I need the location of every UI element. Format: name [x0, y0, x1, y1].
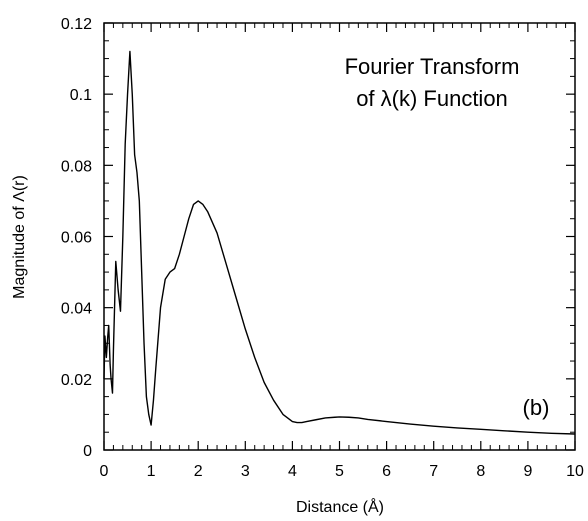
panel-label: (b): [523, 395, 550, 420]
x-tick-label: 9: [523, 463, 532, 480]
x-axis-tick-labels: 0 1 2 3 4 5 6 7 8 9 10: [100, 463, 584, 480]
y-tick-label: 0.1: [70, 87, 92, 104]
x-axis-ticks: [103, 23, 576, 450]
x-tick-label: 6: [382, 463, 391, 480]
y-tick-label: 0.04: [61, 301, 92, 318]
x-tick-label: 2: [194, 463, 203, 480]
x-tick-label: 3: [241, 463, 250, 480]
x-tick-label: 4: [288, 463, 297, 480]
x-tick-label: 5: [335, 463, 344, 480]
chart-title-line-2: of λ(k) Function: [356, 86, 508, 111]
x-tick-label: 8: [476, 463, 485, 480]
x-tick-label: 7: [429, 463, 438, 480]
y-tick-label: 0.08: [61, 158, 92, 175]
series-line: [103, 50, 576, 435]
y-tick-label: 0.06: [61, 230, 92, 247]
x-axis-label: Distance (Å): [296, 497, 384, 516]
x-tick-label: 10: [566, 463, 584, 480]
y-tick-label: 0: [83, 443, 92, 460]
y-axis-label: Magnitude of Λ(r): [11, 175, 28, 299]
y-axis-ticks: [104, 22, 575, 451]
y-axis-tick-labels: 0 0.02 0.04 0.06 0.08 0.1 0.12: [61, 16, 92, 460]
y-tick-label: 0.02: [61, 372, 92, 389]
chart-title-line-1: Fourier Transform: [345, 54, 520, 79]
y-tick-label: 0.12: [61, 16, 92, 33]
x-tick-label: 0: [100, 463, 109, 480]
x-tick-label: 1: [147, 463, 156, 480]
